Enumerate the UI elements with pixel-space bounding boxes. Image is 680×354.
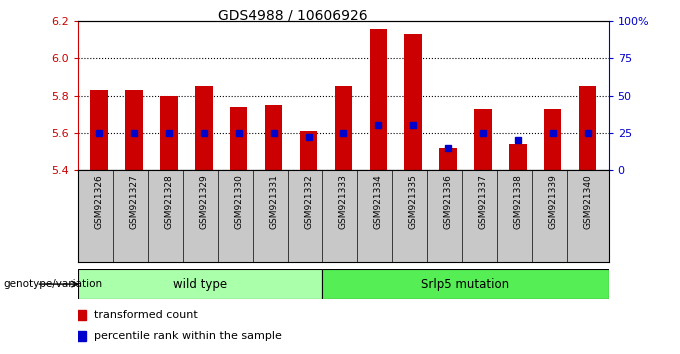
Text: GSM921332: GSM921332	[304, 175, 313, 229]
Bar	[544, 109, 562, 170]
Bar	[78, 269, 322, 299]
Bar	[405, 34, 422, 170]
Text: GDS4988 / 10606926: GDS4988 / 10606926	[218, 9, 367, 23]
Text: wild type: wild type	[173, 278, 227, 291]
Bar	[160, 96, 177, 170]
Text: GSM921328: GSM921328	[165, 175, 173, 229]
Text: GSM921326: GSM921326	[95, 175, 103, 229]
Bar	[125, 90, 143, 170]
Text: GSM921340: GSM921340	[583, 175, 592, 229]
Text: GSM921334: GSM921334	[374, 175, 383, 229]
Bar	[322, 269, 609, 299]
Bar	[369, 29, 387, 170]
Bar	[335, 86, 352, 170]
Text: GSM921333: GSM921333	[339, 175, 348, 229]
Text: GSM921338: GSM921338	[513, 175, 522, 229]
Text: GSM921329: GSM921329	[199, 175, 208, 229]
Bar	[439, 148, 457, 170]
Text: GSM921339: GSM921339	[548, 175, 558, 229]
Bar	[265, 105, 282, 170]
Text: Srlp5 mutation: Srlp5 mutation	[422, 278, 509, 291]
Text: transformed count: transformed count	[94, 310, 198, 320]
Bar	[195, 86, 213, 170]
Text: GSM921337: GSM921337	[479, 175, 488, 229]
Text: GSM921330: GSM921330	[234, 175, 243, 229]
Text: genotype/variation: genotype/variation	[3, 279, 103, 289]
Bar	[474, 109, 492, 170]
Text: percentile rank within the sample: percentile rank within the sample	[94, 331, 282, 341]
Bar	[300, 131, 318, 170]
Text: GSM921335: GSM921335	[409, 175, 418, 229]
Text: GSM921336: GSM921336	[443, 175, 453, 229]
Bar	[579, 86, 596, 170]
Text: GSM921331: GSM921331	[269, 175, 278, 229]
Bar	[90, 90, 108, 170]
Text: GSM921327: GSM921327	[129, 175, 139, 229]
Bar	[509, 144, 526, 170]
Bar	[230, 107, 248, 170]
